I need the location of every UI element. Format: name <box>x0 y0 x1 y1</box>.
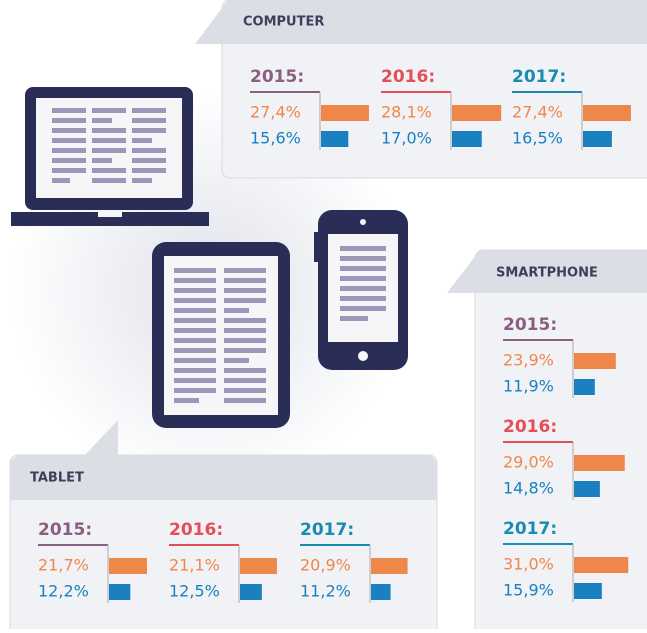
bar <box>574 353 616 369</box>
bar <box>583 131 612 147</box>
year-label: 2015: <box>503 315 557 335</box>
year-label: 2017: <box>300 520 354 540</box>
value-label: 11,9% <box>503 377 554 396</box>
value-label: 27,4% <box>250 103 301 122</box>
value-label: 15,9% <box>503 581 554 600</box>
bar <box>240 584 262 600</box>
year-label: 2016: <box>169 520 223 540</box>
bar <box>321 131 349 147</box>
value-label: 21,1% <box>169 556 220 575</box>
year-label: 2017: <box>512 67 566 87</box>
phone-icon <box>314 210 408 370</box>
value-label: 21,7% <box>38 556 89 575</box>
panel-title: SMARTPHONE <box>496 266 598 281</box>
value-label: 12,2% <box>38 582 89 601</box>
bar <box>574 481 600 497</box>
value-label: 31,0% <box>503 555 554 574</box>
panel-title: COMPUTER <box>243 15 324 30</box>
value-label: 16,5% <box>512 129 563 148</box>
bar <box>109 558 147 574</box>
value-label: 15,6% <box>250 129 301 148</box>
bar <box>371 584 391 600</box>
bar <box>574 583 602 599</box>
value-label: 28,1% <box>381 103 432 122</box>
value-label: 11,2% <box>300 582 351 601</box>
value-label: 20,9% <box>300 556 351 575</box>
bar <box>574 379 595 395</box>
bar <box>574 455 625 471</box>
value-label: 29,0% <box>503 453 554 472</box>
value-label: 27,4% <box>512 103 563 122</box>
laptop-icon <box>11 87 209 226</box>
year-label: 2017: <box>503 519 557 539</box>
value-label: 17,0% <box>381 129 432 148</box>
bar <box>452 131 482 147</box>
value-label: 14,8% <box>503 479 554 498</box>
value-label: 23,9% <box>503 351 554 370</box>
value-label: 12,5% <box>169 582 220 601</box>
year-label: 2015: <box>250 67 304 87</box>
tablet-icon <box>152 242 290 428</box>
bar <box>371 558 408 574</box>
bar <box>583 105 631 121</box>
bar <box>240 558 277 574</box>
bar <box>574 557 629 573</box>
panel-title: TABLET <box>30 471 84 486</box>
bar <box>109 584 131 600</box>
year-label: 2016: <box>381 67 435 87</box>
year-label: 2015: <box>38 520 92 540</box>
bar <box>321 105 369 121</box>
year-label: 2016: <box>503 417 557 437</box>
bar <box>452 105 502 121</box>
